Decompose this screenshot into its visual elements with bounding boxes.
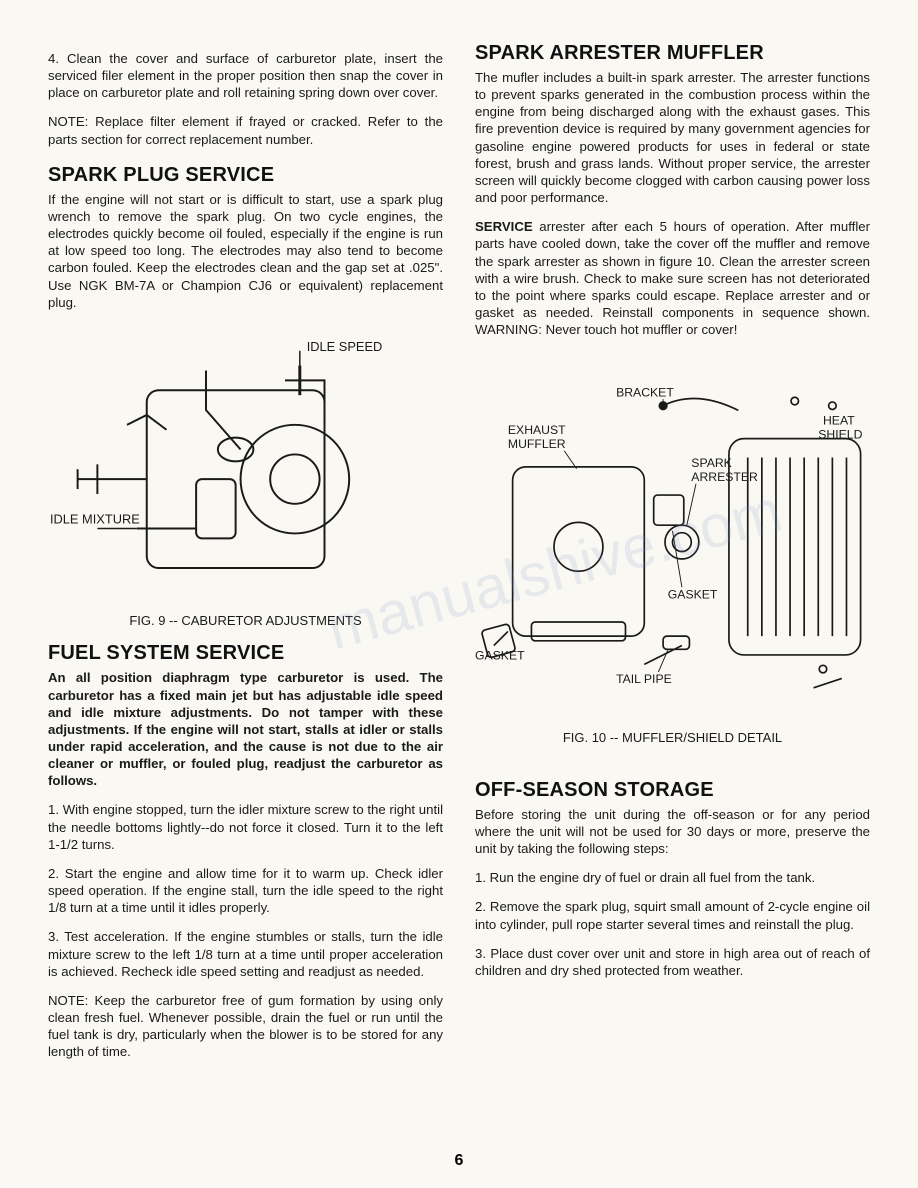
two-column-layout: 4. Clean the cover and surface of carbur… [48, 50, 870, 1148]
label-bracket: BRACKET [616, 386, 674, 400]
figure-9-caption: FIG. 9 -- CABURETOR ADJUSTMENTS [129, 613, 361, 628]
label-tail-pipe: TAIL PIPE [616, 673, 672, 687]
storage-step-2: 2. Remove the spark plug, squirt small a… [475, 898, 870, 932]
figure-10: BRACKET HEAT SHIELD EXHAUST MUFFLER SPAR… [475, 354, 870, 750]
step-4-text: 4. Clean the cover and surface of carbur… [48, 50, 443, 101]
right-column: SPARK ARRESTER MUFFLER The mufler includ… [475, 50, 870, 1148]
carburetor-diagram: IDLE SPEED IDLE MIXTURE [48, 331, 443, 608]
heading-spark-arrester: SPARK ARRESTER MUFFLER [475, 42, 870, 65]
heading-spark-plug: SPARK PLUG SERVICE [48, 164, 443, 187]
page-number: 6 [455, 1152, 464, 1170]
label-exhaust-2: MUFFLER [508, 437, 566, 451]
muffler-shield-diagram: BRACKET HEAT SHIELD EXHAUST MUFFLER SPAR… [475, 354, 870, 711]
label-heat-shield-2: SHIELD [818, 428, 862, 442]
storage-step-1: 1. Run the engine dry of fuel or drain a… [475, 869, 870, 886]
fuel-note: NOTE: Keep the carburetor free of gum fo… [48, 992, 443, 1061]
fuel-step-1: 1. With engine stopped, turn the idler m… [48, 801, 443, 852]
arrester-paragraph-2: SERVICE arrester after each 5 hours of o… [475, 218, 870, 338]
left-column: 4. Clean the cover and surface of carbur… [48, 50, 443, 1148]
label-gasket-top: GASKET [668, 588, 718, 602]
label-heat-shield-1: HEAT [823, 414, 855, 428]
label-exhaust-1: EXHAUST [508, 423, 566, 437]
arrester-p2-text: arrester after each 5 hours of operation… [475, 219, 870, 337]
arrester-paragraph-1: The mufler includes a built-in spark arr… [475, 69, 870, 206]
heading-off-season: OFF-SEASON STORAGE [475, 779, 870, 802]
fuel-step-2: 2. Start the engine and allow time for i… [48, 865, 443, 916]
storage-step-3: 3. Place dust cover over unit and store … [475, 945, 870, 979]
label-spark-1: SPARK [691, 456, 732, 470]
heading-fuel-system: FUEL SYSTEM SERVICE [48, 642, 443, 665]
fuel-step-3: 3. Test acceleration. If the engine stum… [48, 928, 443, 979]
storage-intro: Before storing the unit during the off-s… [475, 806, 870, 857]
manual-page: manualshive.com 4. Clean the cover and s… [0, 0, 918, 1188]
figure-10-caption: FIG. 10 -- MUFFLER/SHIELD DETAIL [563, 730, 782, 745]
fuel-intro: An all position diaphragm type carbureto… [48, 669, 443, 789]
note-filter: NOTE: Replace filter element if frayed o… [48, 113, 443, 147]
label-gasket-left: GASKET [475, 649, 525, 663]
figure-9: IDLE SPEED IDLE MIXTURE FIG. 9 -- CABURE… [48, 331, 443, 635]
label-spark-2: ARRESTER [691, 470, 758, 484]
service-bold: SERVICE [475, 219, 533, 234]
spark-plug-paragraph: If the engine will not start or is diffi… [48, 191, 443, 311]
label-idle-speed: IDLE SPEED [307, 339, 383, 354]
label-idle-mixture: IDLE MIXTURE [50, 511, 140, 526]
